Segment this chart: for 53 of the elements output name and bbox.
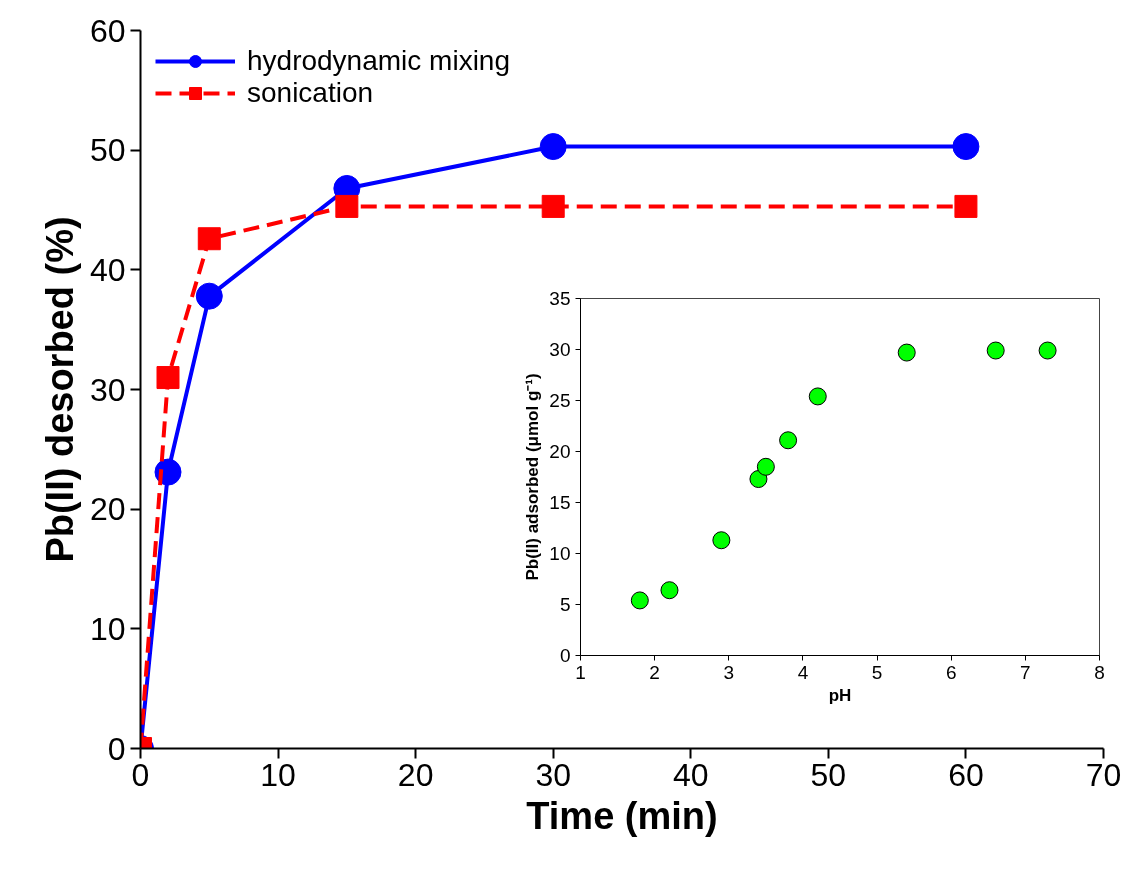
x-tick-label: 40 — [672, 756, 709, 793]
y-tick-label: 30 — [549, 339, 571, 360]
y-tick-label: 10 — [549, 543, 571, 564]
y-tick-label: 20 — [549, 441, 571, 462]
point — [541, 194, 565, 218]
x-tick-label: 1 — [575, 661, 586, 683]
x-tick-label: 4 — [797, 661, 809, 683]
y-axis-title: Pb(II) desorbed (%) — [38, 216, 81, 563]
point — [954, 194, 978, 218]
y-tick-label: 40 — [89, 251, 126, 288]
y-tick-label: 10 — [89, 610, 126, 647]
point — [712, 531, 731, 550]
point — [986, 341, 1005, 360]
point — [897, 343, 916, 362]
point — [1038, 341, 1057, 360]
y-tick-label: 15 — [549, 492, 571, 513]
x-tick-label: 6 — [945, 661, 957, 683]
y-tick-label: 30 — [89, 371, 126, 408]
y-tick-label: 35 — [549, 288, 571, 309]
x-tick-label: 20 — [397, 756, 434, 793]
x-axis-title: pH — [828, 685, 852, 705]
point — [195, 282, 223, 310]
y-tick-label: 0 — [559, 645, 571, 666]
point — [660, 581, 679, 600]
y-tick-label: 20 — [89, 491, 126, 528]
y-tick-label: 60 — [89, 12, 126, 49]
x-axis-title: Time (min) — [526, 794, 718, 837]
x-tick-label: 50 — [810, 756, 847, 793]
y-tick-label: 25 — [549, 390, 571, 411]
point — [952, 133, 980, 161]
x-tick-label: 60 — [948, 756, 984, 793]
x-tick-label: 2 — [649, 661, 660, 683]
point — [630, 591, 649, 610]
x-tick-label: 10 — [260, 756, 296, 793]
y-tick-label: 50 — [89, 132, 126, 169]
y-tick-label: 5 — [559, 594, 571, 615]
point — [808, 387, 827, 406]
y-tick-label: 0 — [107, 730, 126, 767]
point — [539, 133, 567, 161]
x-tick-label: 7 — [1020, 661, 1031, 683]
point — [197, 227, 221, 251]
x-tick-label: 5 — [871, 661, 883, 683]
x-tick-label: 0 — [131, 756, 150, 793]
legend-label: sonication — [247, 77, 374, 109]
x-tick-label: 3 — [723, 661, 735, 683]
point — [756, 457, 775, 476]
legend-label: hydrodynamic mixing — [247, 45, 510, 77]
point — [779, 431, 798, 450]
x-tick-label: 8 — [1094, 661, 1105, 683]
y-axis-title: Pb(II) adsorbed (μmol g⁻¹) — [523, 373, 543, 581]
x-tick-label: 70 — [1085, 756, 1122, 793]
point — [749, 470, 768, 489]
point — [335, 194, 359, 218]
